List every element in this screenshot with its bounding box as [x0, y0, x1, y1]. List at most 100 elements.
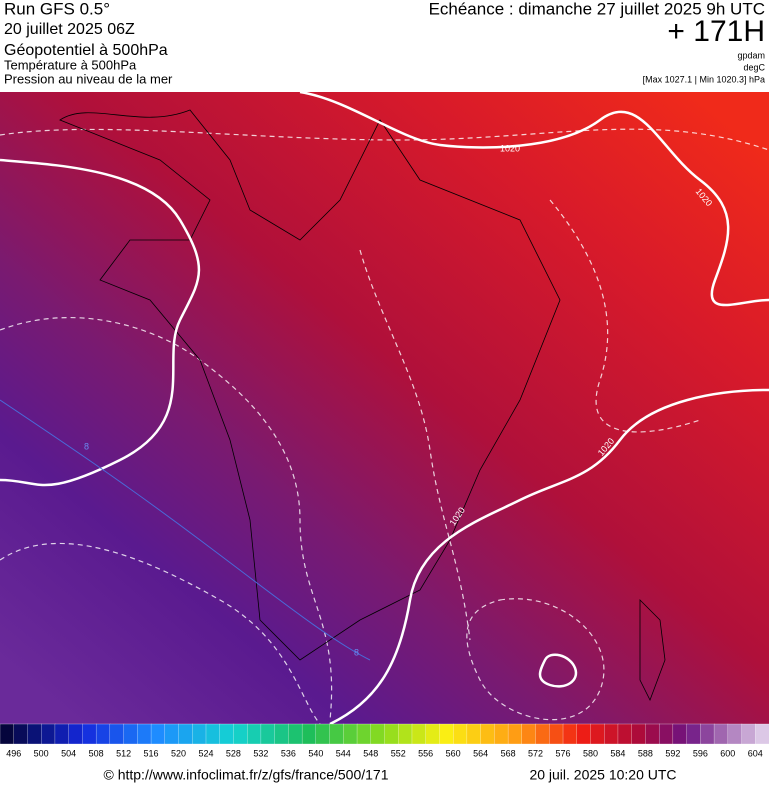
colorbar-swatch: [41, 723, 56, 745]
colorbar-label: 600: [720, 748, 735, 758]
colorbar-swatch: [288, 723, 303, 745]
colorbar-swatch: [123, 723, 138, 745]
colorbar-swatch: [521, 723, 537, 745]
valid-time: Echéance : dimanche 27 juillet 2025 9h U…: [429, 0, 765, 18]
colorbar-swatch: [192, 723, 207, 745]
unit: gpdam: [737, 50, 765, 60]
colorbar-label: 504: [61, 748, 76, 758]
colorbar-label: 536: [281, 748, 296, 758]
colorbar-label: 596: [693, 748, 708, 758]
lead-time: + 171H: [667, 15, 765, 48]
colorbar-label: 512: [116, 748, 131, 758]
timestamp: 20 juil. 2025 10:20 UTC: [529, 767, 676, 783]
colorbar-label: 564: [473, 748, 488, 758]
colorbar-label: 528: [226, 748, 241, 758]
colorbar-swatch: [398, 723, 413, 745]
colorbar-label: 520: [171, 748, 186, 758]
colorbar-swatch: [617, 723, 633, 745]
colorbar-swatch: [741, 723, 756, 745]
colorbar-swatch: [576, 723, 592, 745]
colorbar-swatch: [686, 723, 701, 745]
contour-label: 8: [84, 441, 89, 451]
colorbar-swatch: [0, 723, 15, 745]
contour-label: 8: [354, 647, 359, 657]
pressure-isobars: [0, 92, 769, 724]
colorbar-label: 548: [363, 748, 378, 758]
colorbar-swatch: [466, 723, 482, 745]
colorbar-swatch: [480, 723, 496, 745]
colorbar-swatch: [631, 723, 647, 745]
colorbar-swatch: [494, 723, 509, 745]
colorbar-swatch: [727, 723, 743, 745]
map-background: [0, 92, 769, 724]
contour-label: 1020: [500, 143, 520, 153]
coastline: [59, 109, 561, 661]
colorbar-swatch: [260, 723, 276, 745]
colorbar-swatch: [370, 723, 386, 745]
colorbar-swatch: [315, 723, 331, 745]
colorbar-swatch: [549, 723, 564, 745]
colorbar-swatch: [150, 723, 166, 745]
colorbar-swatch: [535, 723, 550, 745]
colorbar-swatch: [274, 723, 290, 745]
colorbar-label: 580: [583, 748, 598, 758]
colorbar-swatch: [137, 723, 152, 745]
unit: degC: [743, 62, 765, 72]
map: 1020 1020 1020 1020 8 8: [0, 92, 769, 724]
colorbar-swatch: [507, 723, 523, 745]
colorbar-label: 532: [253, 748, 268, 758]
colorbar-swatch: [95, 723, 111, 745]
colorbar-swatch: [329, 723, 344, 745]
colorbar-swatch: [562, 723, 578, 745]
field-label: Pression au niveau de la mer: [4, 71, 173, 86]
colorbar-swatch: [82, 723, 97, 745]
run-title: Run GFS 0.5°: [4, 0, 110, 18]
colorbar-swatch: [301, 723, 317, 745]
pressure-range: [Max 1027.1 | Min 1020.3] hPa: [643, 74, 765, 84]
colorbar-label: 604: [748, 748, 763, 758]
colorbar-swatch: [439, 723, 454, 745]
colorbar-label: 552: [391, 748, 406, 758]
colorbar-label: 568: [501, 748, 516, 758]
colorbar-swatch: [755, 723, 769, 745]
colorbar: 496 500 504 508 512 516 520 524 528 532 536 540 544 5…: [0, 723, 769, 758]
colorbar-swatch: [178, 723, 193, 745]
colorbar-label: 544: [336, 748, 351, 758]
colorbar-swatch: [343, 723, 358, 745]
field-label: Géopotentiel à 500hPa: [4, 42, 168, 59]
colorbar-swatch: [247, 723, 262, 745]
colorbar-label: 560: [446, 748, 461, 758]
colorbar-swatch: [356, 723, 372, 745]
colorbar-swatch: [68, 723, 84, 745]
colorbar-label: 592: [665, 748, 680, 758]
colorbar-swatch: [672, 723, 688, 745]
temperature-line: [0, 399, 371, 661]
colorbar-label: 584: [610, 748, 625, 758]
colorbar-swatch: [13, 723, 29, 745]
colorbar-swatch: [645, 723, 660, 745]
colorbar-swatch: [713, 723, 729, 745]
source-url: © http://www.infoclimat.fr/z/gfs/france/…: [104, 767, 389, 783]
colorbar-swatch: [219, 723, 235, 745]
colorbar-swatch: [658, 723, 674, 745]
colorbar-swatch: [700, 723, 715, 745]
colorbar-swatch: [590, 723, 605, 745]
colorbar-swatch: [109, 723, 125, 745]
colorbar-label: 524: [198, 748, 213, 758]
colorbar-swatch: [384, 723, 399, 745]
colorbar-swatch: [425, 723, 441, 745]
colorbar-label: 516: [144, 748, 159, 758]
colorbar-swatch: [54, 723, 70, 745]
colorbar-swatch: [411, 723, 427, 745]
colorbar-swatch: [164, 723, 180, 745]
colorbar-swatch: [604, 723, 619, 745]
field-label: Température à 500hPa: [4, 57, 137, 72]
colorbar-label: 500: [34, 748, 49, 758]
colorbar-label: 496: [6, 748, 21, 758]
colorbar-swatch: [453, 723, 468, 745]
colorbar-swatch: [233, 723, 248, 745]
colorbar-label: 576: [556, 748, 571, 758]
temperature-contours: [0, 128, 769, 724]
